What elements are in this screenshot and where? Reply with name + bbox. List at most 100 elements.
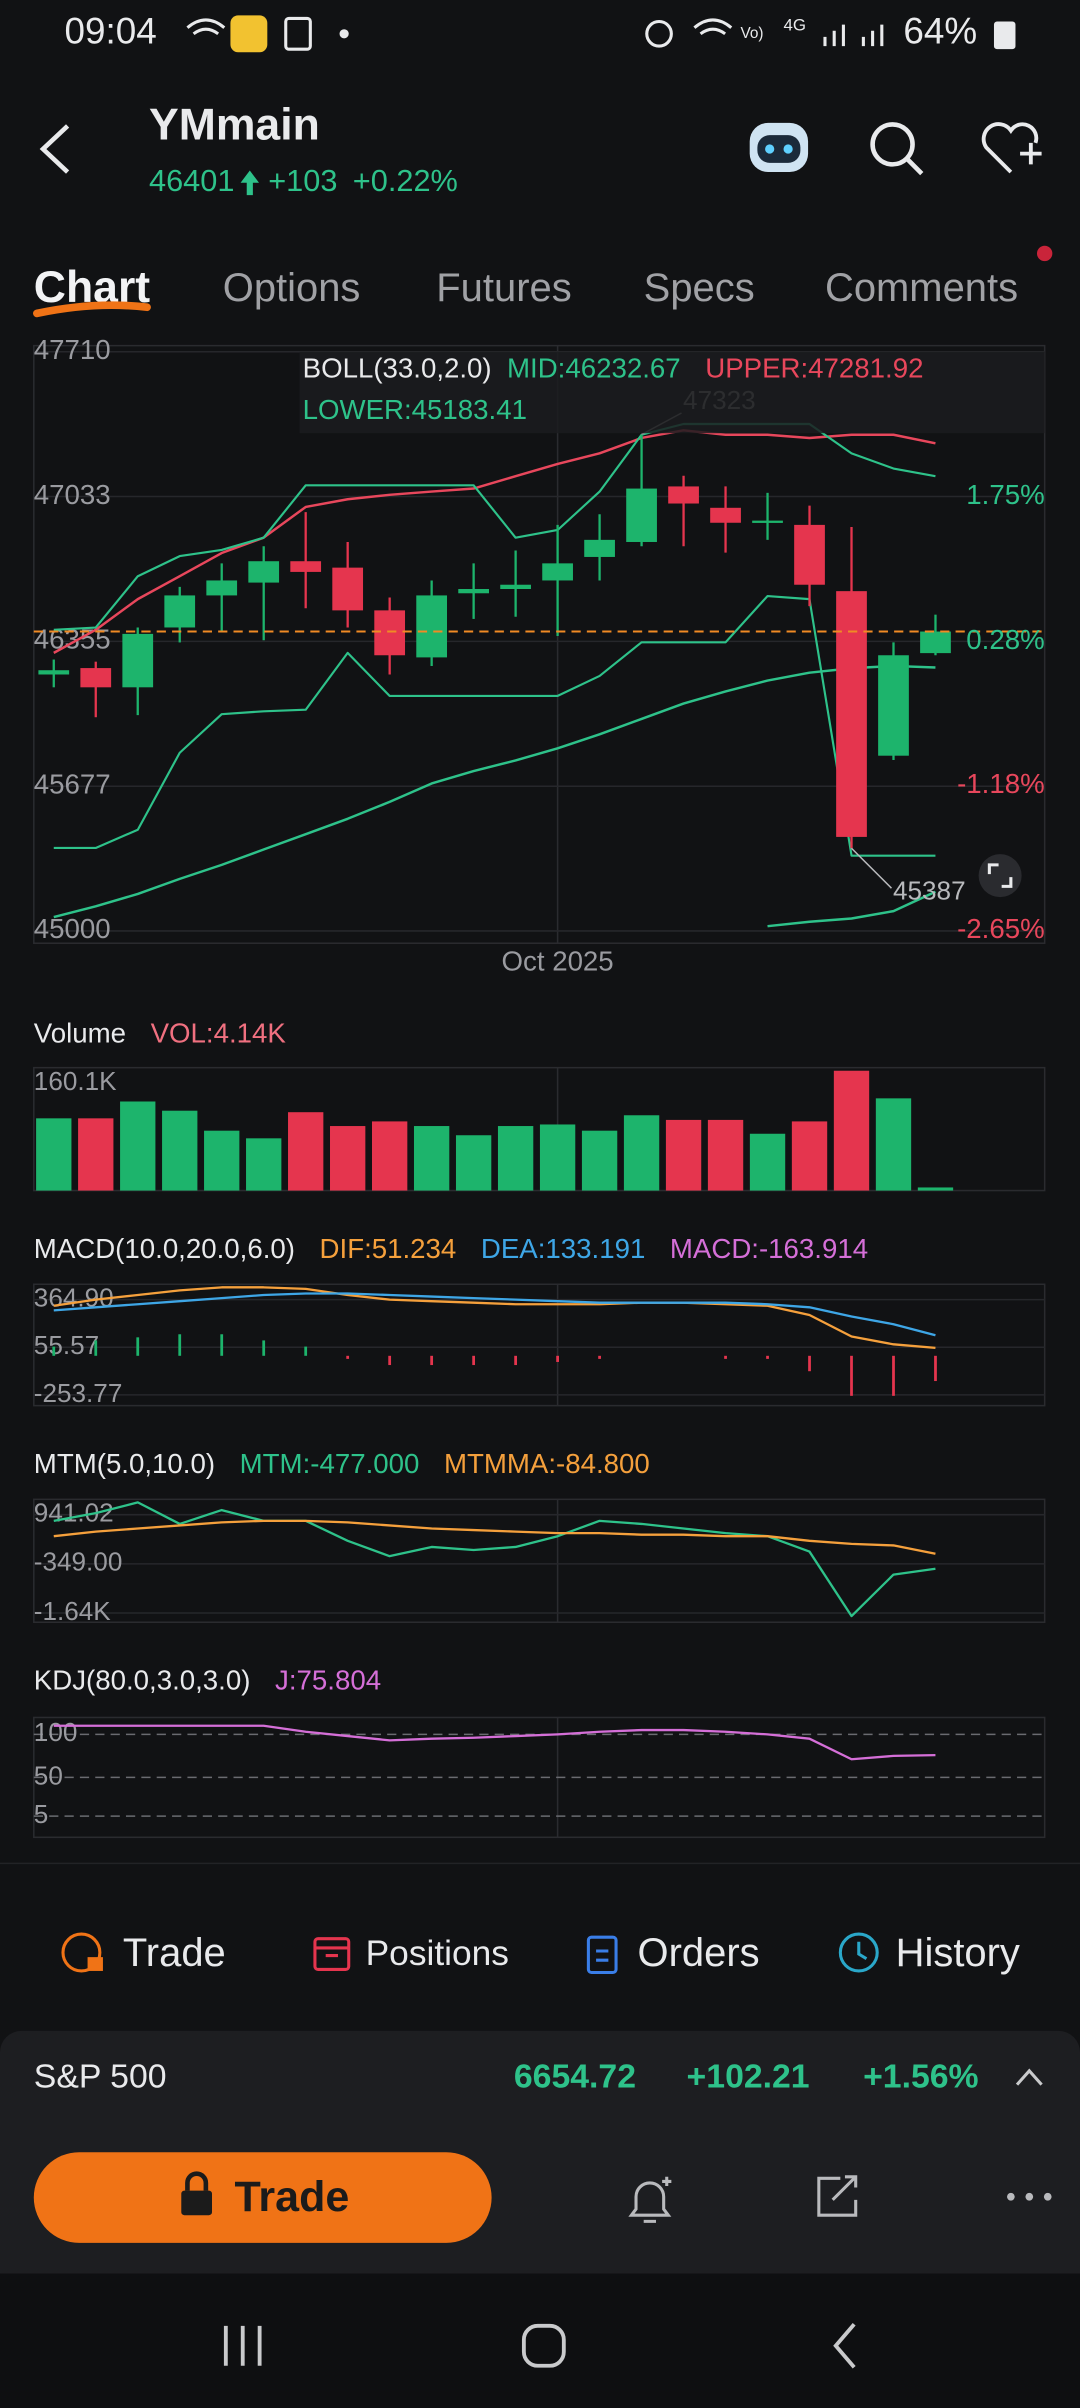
panel-title: MTM(5.0,10.0) [34,1448,215,1479]
indicator-line [53,664,936,919]
legend-entry: LOWER:45183.41 [303,394,527,425]
candle-body [248,561,280,583]
volume-bar [497,1126,534,1191]
candle-body [164,595,196,628]
y2-tick-label: 0.28% [966,624,1044,655]
alert-button[interactable] [628,2176,672,2223]
tab[interactable]: Futures [436,266,571,310]
indicator-line [53,1292,936,1337]
volume-bar [162,1110,198,1191]
ticker-name[interactable]: S&P 500 [34,2057,167,2095]
price-change: +103 [268,163,337,198]
candle-body [374,610,406,656]
chart-panel: 100 50 5 KDJ(80.0,3.0,3.0) J:75.804 [33,1664,1046,1839]
symbol-title: YMmain [149,100,320,149]
candle-body [500,584,531,590]
volume-bar [36,1118,72,1191]
share-button[interactable] [817,2175,858,2217]
trade-button[interactable]: Trade [33,2152,492,2243]
candle-body [416,595,448,658]
assistant-button[interactable] [749,122,809,173]
y2-tick-label: 1.75% [966,479,1044,510]
nav-home[interactable] [521,2323,566,2368]
y-tick-label: 50 [34,1760,63,1790]
legend-entry: MTMMA:-84.800 [444,1448,650,1479]
legend-entry: DIF:51.234 [320,1233,457,1264]
nav-back[interactable] [833,2323,856,2369]
indicator-line [53,594,936,857]
legend-entry: DEA:133.191 [481,1233,645,1264]
action-orders[interactable]: Orders [638,1931,760,1975]
volume-bar [330,1126,366,1191]
trade-button-label[interactable]: Trade [235,2173,350,2221]
candle-body [752,520,783,523]
watchlist-button[interactable] [981,122,1042,174]
search-button[interactable] [870,122,924,176]
tab[interactable]: Specs [644,266,755,310]
tab[interactable]: Options [223,266,361,310]
expand-caret[interactable] [1015,2068,1043,2086]
candle-body [332,567,364,611]
volume-bar [120,1101,156,1191]
candle-body [710,507,741,523]
candle-body [290,561,322,572]
volume-bar [707,1119,744,1191]
fullscreen-button[interactable] [978,854,1022,898]
panel-frame [33,344,1046,944]
legend-entry: J:75.804 [275,1664,381,1695]
low-label: 45387 [893,876,966,906]
lock-icon [185,2171,209,2191]
indicator-line [53,1501,936,1618]
volume-bar [623,1115,660,1191]
candle-body [878,655,909,756]
action-history[interactable]: History [896,1931,1020,1975]
volume-bar [246,1138,282,1191]
tab[interactable]: Comments [825,266,1018,310]
x-tick-label: Oct 2025 [502,945,614,976]
candle-body [626,488,657,542]
battery-level: 64% [903,11,977,52]
legend-entry: MACD:-163.914 [670,1233,868,1264]
low-leader [850,847,892,889]
indicator-line [53,1286,936,1350]
action-trade[interactable]: Trade [123,1931,226,1975]
price-change-percent: +0.22% [353,163,458,198]
back-button[interactable] [39,124,70,174]
indicator-name: BOLL(33.0,2.0) [303,353,492,384]
y-tick-label: -349.00 [34,1547,123,1577]
y-tick-label: -1.64K [34,1596,112,1626]
status-icons [186,15,1016,53]
candle-body [584,539,615,557]
candle-body [38,670,70,675]
nav-recent[interactable] [223,2325,262,2366]
network-label: Vo) [740,25,763,42]
fullscreen-bg [978,854,1022,898]
volume-bar [665,1119,702,1191]
tab-bar: Chart Options Futures Specs Comments [33,263,1018,318]
volume-bar [539,1124,576,1191]
action-positions[interactable]: Positions [366,1934,509,1973]
volume-bar [875,1098,912,1191]
status-time: 09:04 [65,11,157,52]
indicator-line [53,1519,936,1555]
volume-bar [78,1118,114,1191]
notification-dot [1036,245,1053,262]
y-tick-label: 160.1K [34,1066,117,1096]
trade-button-bg[interactable] [33,2152,492,2243]
volume-bar [581,1130,618,1191]
up-arrow [240,170,260,196]
y2-tick-label: -1.18% [957,768,1045,799]
indicator-line [767,890,936,928]
volume-bar [791,1121,828,1191]
more-button[interactable] [1007,2192,1052,2201]
candle-body [836,591,867,837]
last-price: 46401 [149,163,234,198]
nav-bar [0,2273,1080,2408]
volume-bar [833,1070,870,1191]
indicator-line [53,429,936,654]
indicator-value: VOL:4.14K [151,1018,287,1049]
chart-panel: Oct 202547710470334635545677450001.75%0.… [33,334,1046,976]
